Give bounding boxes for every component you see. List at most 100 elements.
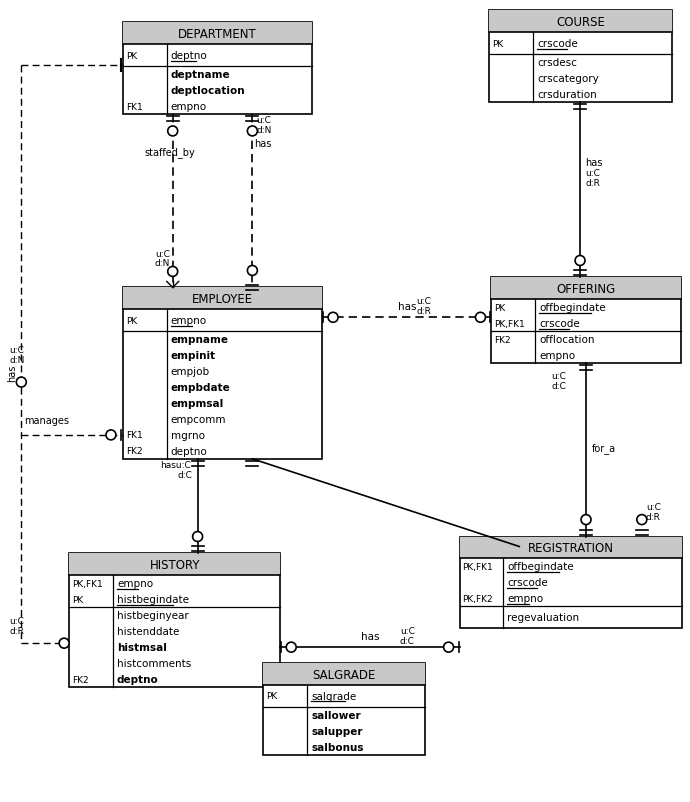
Text: histmsal: histmsal [117,642,167,652]
Text: u:C: u:C [551,371,566,381]
Text: crsdesc: crsdesc [538,58,577,68]
Bar [264,663,424,685]
Text: crscode: crscode [507,577,548,588]
Text: histcomments: histcomments [117,658,191,668]
Text: u:C: u:C [10,617,24,626]
Circle shape [444,642,453,652]
Text: u:C: u:C [257,115,271,125]
Text: empmsal: empmsal [170,399,224,408]
Text: PK: PK [126,316,137,326]
Text: EMPLOYEE: EMPLOYEE [192,293,253,306]
Text: deptno: deptno [170,446,208,456]
Text: empinit: empinit [170,350,216,361]
Text: d:N: d:N [257,126,272,135]
Text: PK,FK1: PK,FK1 [72,579,103,588]
Text: u:C: u:C [10,346,24,354]
Text: empname: empname [170,334,228,345]
Text: d:R: d:R [585,179,600,188]
Circle shape [286,642,296,652]
Text: PK,FK1: PK,FK1 [462,562,493,571]
Text: has: has [8,364,17,381]
Text: u:C: u:C [585,168,600,177]
Text: has: has [255,139,272,148]
Text: FK2: FK2 [126,447,143,456]
Text: COURSE: COURSE [556,16,605,29]
Bar [489,11,671,103]
Text: HISTORY: HISTORY [150,558,200,571]
Text: empjob: empjob [170,367,210,377]
Text: empno: empno [539,350,575,361]
Text: d:R: d:R [417,307,431,316]
Text: crscode: crscode [539,319,580,329]
Text: deptname: deptname [170,70,230,80]
Text: FK1: FK1 [126,103,143,111]
Text: deptno: deptno [117,674,159,684]
Text: sallower: sallower [311,710,361,720]
Text: crscategory: crscategory [538,74,599,84]
Bar [460,537,682,629]
Text: has: has [361,631,379,642]
Text: d:C: d:C [400,636,415,646]
Text: d:N: d:N [155,259,170,268]
Text: DEPARTMENT: DEPARTMENT [178,28,257,41]
Text: histenddate: histenddate [117,626,179,637]
Circle shape [17,378,26,387]
Bar [123,23,312,45]
Text: empbdate: empbdate [170,383,230,392]
Text: deptno: deptno [170,51,208,61]
Bar [69,553,280,687]
Circle shape [581,515,591,525]
Text: crsduration: crsduration [538,90,597,100]
Text: salgrade: salgrade [311,691,357,701]
Text: u:C: u:C [417,297,431,306]
Text: PK: PK [126,51,137,61]
Circle shape [248,266,257,276]
Circle shape [168,127,178,137]
Text: has: has [585,158,602,168]
Text: PK,FK2: PK,FK2 [462,594,493,603]
Text: offbegindate: offbegindate [507,561,574,572]
Circle shape [168,267,178,277]
Text: d:N: d:N [10,356,25,365]
Text: empno: empno [507,593,544,604]
Text: REGISTRATION: REGISTRATION [528,541,613,554]
Text: empno: empno [170,102,207,112]
Bar [69,553,280,576]
Text: u:C: u:C [646,502,660,511]
Text: regevaluation: regevaluation [507,613,580,622]
Bar [491,278,680,363]
Text: hasu:C: hasu:C [160,460,190,469]
Text: empno: empno [170,316,207,326]
Text: OFFERING: OFFERING [556,282,615,295]
Circle shape [248,127,257,137]
Bar [491,278,680,300]
Text: u:C: u:C [155,249,170,258]
Circle shape [328,313,338,323]
Circle shape [475,313,486,323]
Text: empno: empno [117,579,153,589]
Text: has: has [397,302,416,312]
Circle shape [59,638,69,648]
Bar [460,537,682,559]
Text: d:R: d:R [10,626,24,635]
Text: crscode: crscode [538,39,578,49]
Text: u:C: u:C [400,626,415,635]
Text: salupper: salupper [311,726,363,736]
Text: salbonus: salbonus [311,742,364,751]
Text: staffed_by: staffed_by [145,147,195,157]
Text: offbegindate: offbegindate [539,303,606,313]
Bar [123,23,312,115]
Text: deptlocation: deptlocation [170,86,246,96]
Text: SALGRADE: SALGRADE [313,668,375,681]
Text: histbegindate: histbegindate [117,594,189,605]
Text: d:C: d:C [178,470,193,479]
Bar [489,11,671,33]
Circle shape [193,532,203,542]
Bar [123,288,322,310]
Text: histbeginyear: histbeginyear [117,610,188,621]
Circle shape [106,431,116,440]
Text: FK1: FK1 [126,431,143,439]
Bar [123,288,322,460]
Text: PK: PK [72,595,83,604]
Text: PK: PK [495,303,506,313]
